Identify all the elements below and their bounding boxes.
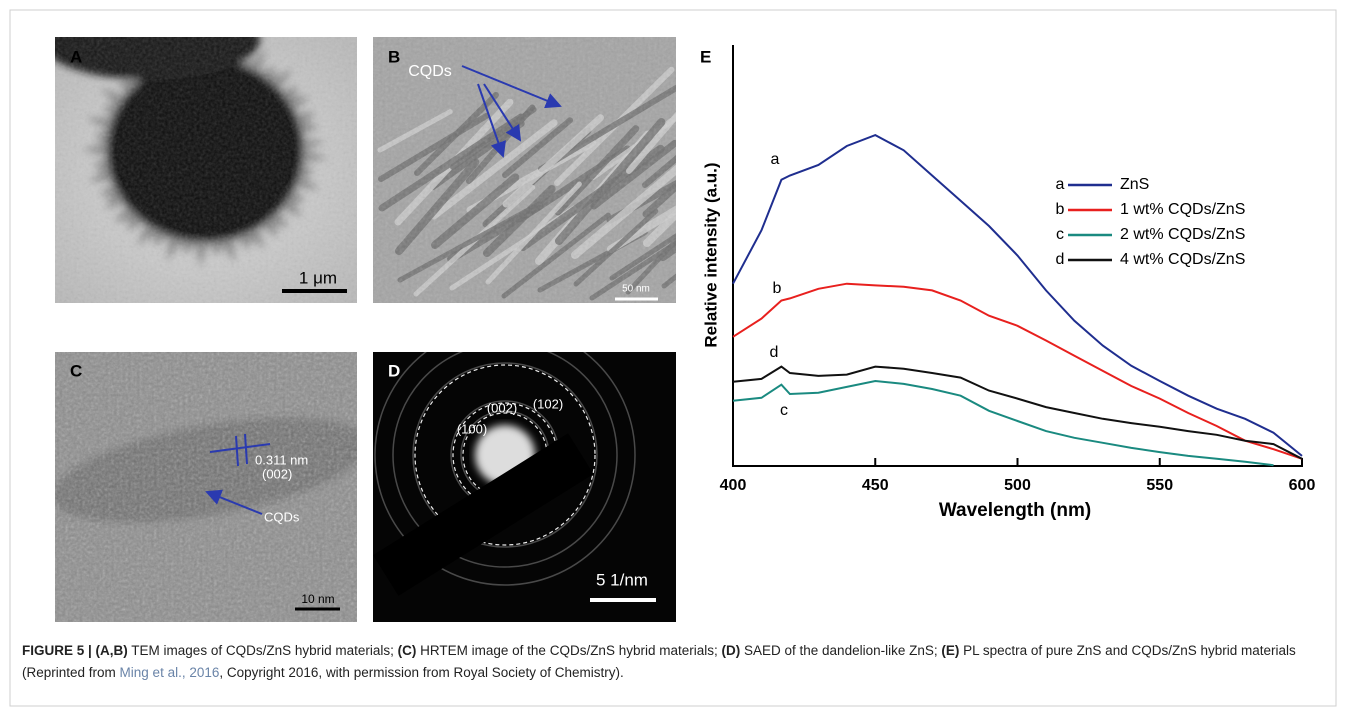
- legend-label: ZnS: [1120, 176, 1149, 193]
- scale-label: 50 nm: [622, 284, 650, 295]
- scale-label: 1 μm: [299, 268, 337, 287]
- panel-label: C: [70, 361, 82, 380]
- legend-letter: c: [1056, 226, 1064, 243]
- curve-label: d: [770, 344, 779, 361]
- caption-text: PL spectra of pure ZnS and CQDs/ZnS hybr…: [22, 643, 1296, 680]
- annotation: CQDs: [264, 509, 300, 524]
- legend-letter: b: [1056, 201, 1065, 218]
- legend-letter: d: [1056, 251, 1065, 268]
- ring-label: (100): [457, 421, 487, 436]
- ring-label: (102): [533, 396, 563, 411]
- series-line: [732, 282, 1303, 460]
- curve-label: c: [780, 402, 788, 419]
- x-tick-label: 500: [1004, 477, 1031, 494]
- panel-label: A: [70, 47, 82, 66]
- arrow: [205, 489, 263, 515]
- panel-d-image: [373, 352, 676, 622]
- spacing-marker: [209, 433, 271, 467]
- curve-label: a: [771, 151, 780, 168]
- figure-border: [9, 9, 1337, 707]
- x-axis-title: Wavelength (nm): [939, 500, 1091, 521]
- x-tick-label: 550: [1146, 477, 1173, 494]
- panel-label: E: [700, 47, 711, 66]
- plot: 400 450 500 550 600 a a ZnS b b 1 wt% CQDs/ZnS c c 2 …: [720, 134, 1316, 494]
- panel-label: D: [388, 361, 400, 380]
- legend-label: 4 wt% CQDs/ZnS: [1120, 251, 1245, 268]
- scale-label: 10 nm: [301, 592, 334, 606]
- scale-label: 5 1/nm: [596, 570, 648, 589]
- citation-link[interactable]: Ming et al., 2016: [119, 665, 220, 680]
- x-tick-label: 600: [1289, 477, 1316, 494]
- series-line: [732, 379, 1274, 467]
- arrows: [461, 65, 562, 158]
- panel-c-image: [55, 352, 357, 622]
- series-line: [732, 365, 1303, 460]
- caption-text: (D): [721, 643, 741, 658]
- caption-text: TEM images of CQDs/ZnS hybrid materials;: [127, 643, 398, 658]
- annotation: 0.311 nm: [255, 452, 308, 467]
- caption-text: FIGURE 5 |: [22, 643, 96, 658]
- caption: FIGURE 5 | (A,B) TEM images of CQDs/ZnS …: [22, 640, 1322, 684]
- legend-letter: a: [1056, 176, 1065, 193]
- x-tick-label: 400: [720, 477, 747, 494]
- y-axis-title: Relative intensity (a.u.): [701, 162, 720, 347]
- caption-text: (C): [397, 643, 417, 658]
- series-line: [732, 134, 1303, 457]
- x-tick-label: 450: [862, 477, 889, 494]
- caption-text: , Copyright 2016, with permission from R…: [219, 665, 624, 680]
- panel-a-image: [55, 37, 357, 303]
- caption-text: (E): [941, 643, 960, 658]
- caption-text: (A,B): [95, 643, 128, 658]
- ring-label: (002): [487, 400, 517, 415]
- annotation: (002): [262, 466, 292, 481]
- caption-text: SAED of the dandelion-like ZnS;: [740, 643, 942, 658]
- legend-label: 2 wt% CQDs/ZnS: [1120, 226, 1245, 243]
- panel-label: B: [388, 47, 400, 66]
- panel-b-image: [373, 37, 676, 303]
- caption-text: HRTEM image of the CQDs/ZnS hybrid mater…: [416, 643, 722, 658]
- curve-label: b: [773, 280, 782, 297]
- legend-label: 1 wt% CQDs/ZnS: [1120, 201, 1245, 218]
- annotation: CQDs: [408, 63, 452, 80]
